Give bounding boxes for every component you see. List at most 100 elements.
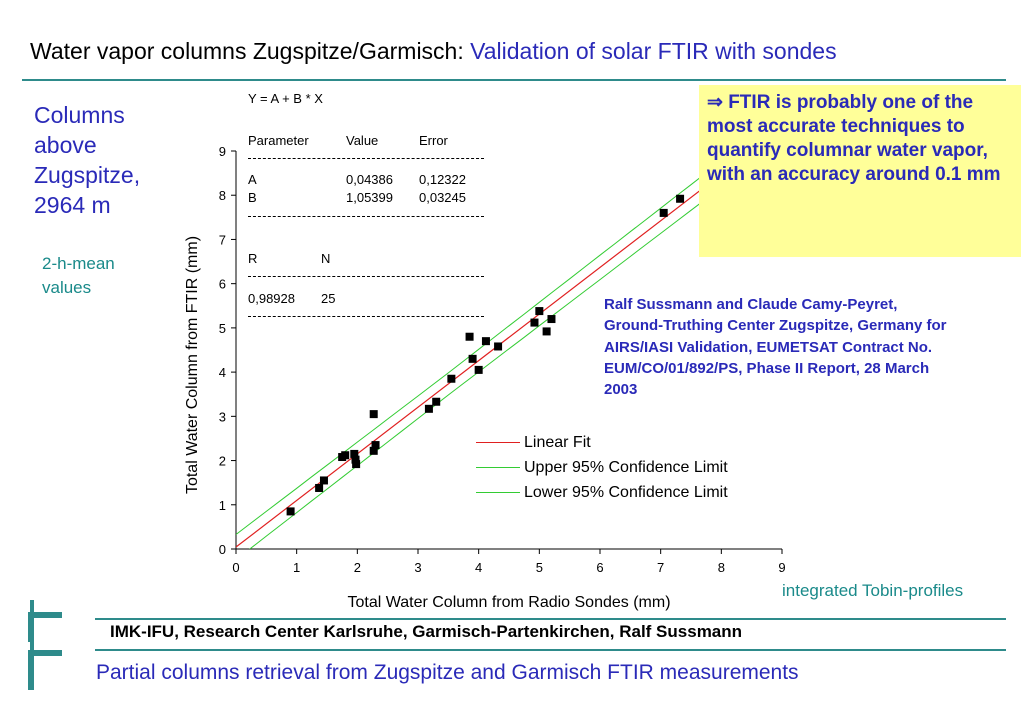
data-point: [315, 483, 324, 492]
reference-line: AIRS/IASI Validation, EUMETSAT Contract …: [604, 338, 933, 356]
fit-header-value: Value: [346, 133, 379, 148]
title-divider: [22, 79, 1006, 81]
x-tick-label: 2: [354, 560, 361, 575]
y-tick-label: 5: [219, 321, 226, 336]
x-tick-label: 6: [596, 560, 603, 575]
columns-label-line: 2964 m: [34, 191, 111, 218]
legend-swatch: [476, 442, 520, 444]
footer-logo-bar: [30, 600, 34, 690]
reference-line: EUM/CO/01/892/PS, Phase II Report, 28 Ma…: [604, 359, 930, 377]
y-tick-label: 6: [219, 277, 226, 292]
data-point: [319, 476, 328, 485]
data-point: [542, 327, 551, 336]
fit-divider: [248, 316, 484, 317]
x-tick-label: 1: [293, 560, 300, 575]
y-tick-label: 7: [219, 232, 226, 247]
data-point: [351, 455, 360, 464]
columns-label-line: Zugspitze,: [34, 161, 141, 188]
data-point: [535, 307, 544, 316]
x-tick-label: 8: [718, 560, 725, 575]
legend-label: Upper 95% Confidence Limit: [524, 459, 728, 476]
legend-item-lower-confidence: Lower 95% Confidence Limit: [476, 484, 728, 504]
data-point: [474, 365, 483, 374]
data-point: [465, 332, 474, 341]
institute-logo-icon: [28, 650, 62, 690]
title-accent: Validation of solar FTIR with sondes: [470, 38, 837, 64]
tobin-profiles-note: integrated Tobin-profiles: [782, 581, 964, 600]
fit-header-error: Error: [419, 133, 448, 148]
chart-axes: 0 1 2 3 4 5 6 7 8 9 0 1 2 3 4 5 6 7 8 9: [219, 144, 786, 575]
footer-divider: [95, 649, 1006, 651]
y-tick-label: 3: [219, 409, 226, 424]
fit-param-b: B: [248, 190, 257, 205]
y-axis-label: Total Water Column from FTIR (mm): [184, 236, 201, 494]
legend-item-upper-confidence: Upper 95% Confidence Limit: [476, 459, 728, 479]
x-axis-label: Total Water Column from Radio Sondes (mm…: [347, 594, 670, 611]
data-point: [468, 354, 477, 363]
upper-confidence-line: [236, 113, 782, 535]
fit-param-a: A: [248, 172, 257, 187]
data-point: [369, 410, 378, 419]
reference-note: Ralf Sussmann and Claude Camy-Peyret, Gr…: [604, 294, 1023, 400]
x-tick-label: 0: [232, 560, 239, 575]
x-tick-label: 7: [657, 560, 664, 575]
fit-error-b: 0,03245: [419, 190, 466, 205]
fit-n-value: 25: [321, 291, 336, 306]
x-tick-label: 4: [475, 560, 482, 575]
title-plain: Water vapor columns Zugspitze/Garmisch:: [30, 38, 471, 64]
data-point: [369, 446, 378, 455]
data-point: [286, 507, 295, 516]
arrow-icon: ⇒: [707, 92, 723, 113]
fit-value-a: 0,04386: [346, 172, 393, 187]
reference-line: Ground-Truthing Center Zugspitze, German…: [604, 317, 947, 335]
columns-label-line: Columns: [34, 102, 125, 128]
x-tick-label: 5: [536, 560, 543, 575]
mean-label-line: 2-h-mean: [42, 254, 115, 273]
ftir-callout: ⇒ FTIR is probably one of the most accur…: [699, 85, 1021, 257]
data-point: [432, 397, 441, 406]
data-point: [371, 441, 380, 450]
data-point: [494, 342, 503, 351]
fit-header-parameter: Parameter: [248, 133, 309, 148]
data-points: [286, 194, 685, 516]
legend-label: Linear Fit: [524, 434, 591, 451]
y-tick-label: 4: [219, 365, 226, 380]
columns-label: Columns above Zugspitze, 2964 m: [34, 101, 194, 221]
data-point: [352, 460, 361, 469]
data-point: [676, 194, 685, 203]
fit-divider: [248, 158, 484, 159]
data-point: [547, 315, 556, 324]
footer-subtitle: Partial columns retrieval from Zugspitze…: [96, 661, 799, 684]
legend-swatch: [476, 492, 520, 494]
y-tick-label: 2: [219, 454, 226, 469]
y-tick-label: 8: [219, 188, 226, 203]
fit-error-a: 0,12322: [419, 172, 466, 187]
fit-r-label: R: [248, 251, 258, 266]
data-point: [341, 451, 350, 460]
y-tick-label: 1: [219, 498, 226, 513]
lower-confidence-line: [248, 140, 782, 549]
data-point: [350, 449, 359, 458]
fit-divider: [248, 276, 484, 277]
reference-line: Ralf Sussmann and Claude Camy-Peyret,: [604, 296, 898, 313]
y-tick-label: 0: [219, 542, 226, 557]
x-tick-label: 3: [414, 560, 421, 575]
page-title: Water vapor columns Zugspitze/Garmisch: …: [30, 38, 837, 65]
footer-organization: IMK-IFU, Research Center Karlsruhe, Garm…: [110, 622, 743, 641]
callout-text: FTIR is probably one of the most accurat…: [707, 92, 1001, 186]
mean-values-label: 2-h-mean values: [42, 252, 162, 300]
fit-n-label: N: [321, 251, 331, 266]
data-point: [481, 337, 490, 346]
fit-r-value: 0,98928: [248, 291, 295, 306]
data-point: [447, 374, 456, 383]
legend-label: Lower 95% Confidence Limit: [524, 484, 728, 501]
mean-label-line: values: [42, 277, 92, 297]
fit-value-b: 1,05399: [346, 190, 393, 205]
data-point: [530, 318, 539, 327]
fit-divider: [248, 216, 484, 217]
reference-line: 2003: [604, 381, 638, 399]
legend-item-linear-fit: Linear Fit: [476, 434, 591, 454]
legend-swatch: [476, 467, 520, 469]
institute-logo-icon: [28, 612, 62, 642]
